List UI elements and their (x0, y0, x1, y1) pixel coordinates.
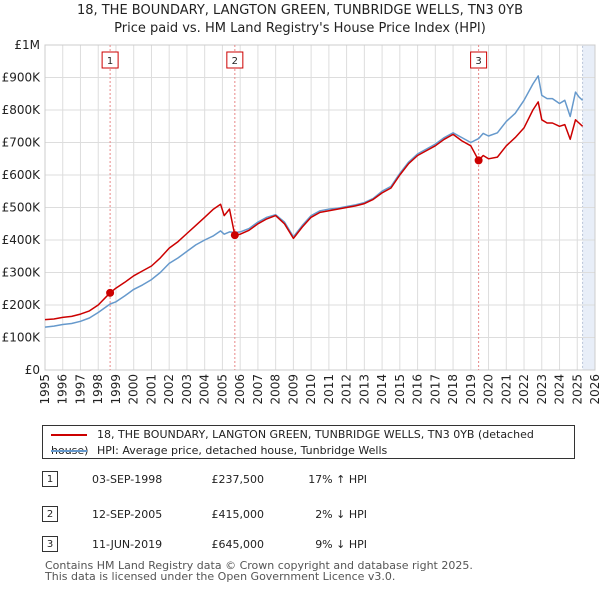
title-line-2: Price paid vs. HM Land Registry's House … (114, 21, 486, 36)
x-tick-label: 2017 (428, 374, 442, 405)
sale-label-text: 3 (475, 56, 481, 67)
sale-hpi-diff: 2% ↓ HPI (315, 508, 367, 521)
x-tick-label: 2024 (553, 374, 567, 405)
sale-date: 11-JUN-2019 (92, 538, 163, 551)
x-tick-label: 2010 (304, 374, 318, 405)
legend-swatch-property (51, 434, 87, 436)
legend-item-property: 18, THE BOUNDARY, LANGTON GREEN, TUNBRID… (51, 427, 574, 457)
x-tick-label: 2000 (127, 374, 141, 405)
sale-number: 3 (42, 536, 58, 552)
legend-label-property: 18, THE BOUNDARY, LANGTON GREEN, TUNBRID… (51, 428, 534, 457)
sale-row: 3 11-JUN-2019 £645,000 9% ↓ HPI (42, 535, 462, 555)
sale-number: 1 (42, 471, 58, 487)
sale-label-text: 2 (232, 56, 238, 67)
sale-label-text: 1 (107, 56, 113, 67)
chart: 1 2 3 £0 £100K £200K £300K £400K £500K £600K £700… (2, 38, 600, 405)
x-tick-label: 2004 (198, 374, 212, 405)
footer-line-2: This data is licensed under the Open Gov… (45, 570, 396, 583)
sale-hpi-diff: 17% ↑ HPI (308, 473, 367, 486)
sale-label-boxes: 1 2 3 (101, 51, 488, 69)
hpi-line (44, 75, 584, 328)
sale-label-box (226, 51, 244, 69)
y-tick-label: £100K (2, 331, 42, 345)
sale-row: 1 03-SEP-1998 £237,500 17% ↑ HPI (42, 470, 462, 490)
y-tick-label: £400K (2, 233, 42, 247)
x-tick-label: 1995 (38, 374, 52, 405)
x-tick-label: 2002 (162, 374, 176, 405)
x-tick-label: 2014 (375, 374, 389, 405)
plot-frame (44, 44, 596, 371)
y-tick-label: £1M (14, 38, 40, 52)
x-tick-label: 1997 (73, 374, 87, 405)
x-tick-label: 1998 (91, 374, 105, 405)
x-tick-label: 2012 (340, 374, 354, 405)
y-tick-label: £200K (2, 298, 42, 312)
x-tick-label: 2008 (269, 374, 283, 405)
x-tick-label: 2025 (570, 374, 584, 405)
grid-layer (44, 44, 596, 371)
sale-dot (474, 156, 483, 165)
x-tick-label: 2015 (393, 374, 407, 405)
x-tick-label: 2013 (357, 374, 371, 405)
sale-dots (106, 156, 483, 297)
legend-item-hpi: HPI: Average price, detached house, Tunb… (51, 443, 387, 459)
sale-dot (230, 231, 239, 240)
chart-title: 18, THE BOUNDARY, LANGTON GREEN, TUNBRID… (0, 2, 600, 38)
sale-hpi-diff: 9% ↓ HPI (315, 538, 367, 551)
x-tick-label: 2009 (286, 374, 300, 405)
legend: 18, THE BOUNDARY, LANGTON GREEN, TUNBRID… (42, 425, 575, 459)
y-tick-label: £800K (2, 103, 42, 117)
x-tick-label: 1996 (56, 374, 70, 405)
sale-number: 2 (42, 506, 58, 522)
x-tick-label: 2007 (251, 374, 265, 405)
property-price-line (44, 101, 584, 321)
axis-labels: £0 £100K £200K £300K £400K £500K £600K £700K £80… (2, 38, 600, 405)
series-layer (44, 75, 584, 328)
sale-label-box (101, 51, 119, 69)
sale-dot (106, 288, 115, 297)
x-tick-label: 2011 (322, 374, 336, 405)
sale-date: 03-SEP-1998 (92, 473, 163, 486)
x-tick-label: 2019 (464, 374, 478, 405)
x-tick-label: 2001 (144, 374, 158, 405)
sale-price: £237,500 (211, 473, 265, 486)
y-tick-label: £0 (25, 363, 40, 377)
x-tick-label: 1999 (109, 374, 123, 405)
x-tick-label: 2021 (499, 374, 513, 405)
y-tick-label: £500K (2, 201, 42, 215)
y-tick-label: £700K (2, 136, 42, 150)
footer: Contains HM Land Registry data © Crown c… (45, 560, 473, 582)
x-tick-label: 2023 (535, 374, 549, 405)
legend-label-hpi: HPI: Average price, detached house, Tunb… (97, 444, 388, 457)
y-tick-label: £900K (2, 71, 42, 85)
x-tick-label: 2020 (482, 374, 496, 405)
x-tick-label: 2006 (233, 374, 247, 405)
sale-date: 12-SEP-2005 (92, 508, 163, 521)
legend-swatch-hpi (51, 450, 87, 452)
x-tick-label: 2005 (215, 374, 229, 405)
sale-row: 2 12-SEP-2005 £415,000 2% ↓ HPI (42, 505, 462, 525)
sale-price: £415,000 (211, 508, 265, 521)
title-line-1: 18, THE BOUNDARY, LANGTON GREEN, TUNBRID… (76, 3, 524, 18)
y-tick-label: £300K (2, 266, 42, 280)
sale-price: £645,000 (211, 538, 265, 551)
footer-line-1: Contains HM Land Registry data © Crown c… (45, 559, 473, 572)
x-tick-label: 2016 (411, 374, 425, 405)
x-tick-label: 2022 (517, 374, 531, 405)
x-tick-label: 2003 (180, 374, 194, 405)
y-tick-label: £600K (2, 168, 42, 182)
x-tick-label: 2026 (588, 374, 600, 405)
sale-label-box (470, 51, 488, 69)
x-tick-label: 2018 (446, 374, 460, 405)
